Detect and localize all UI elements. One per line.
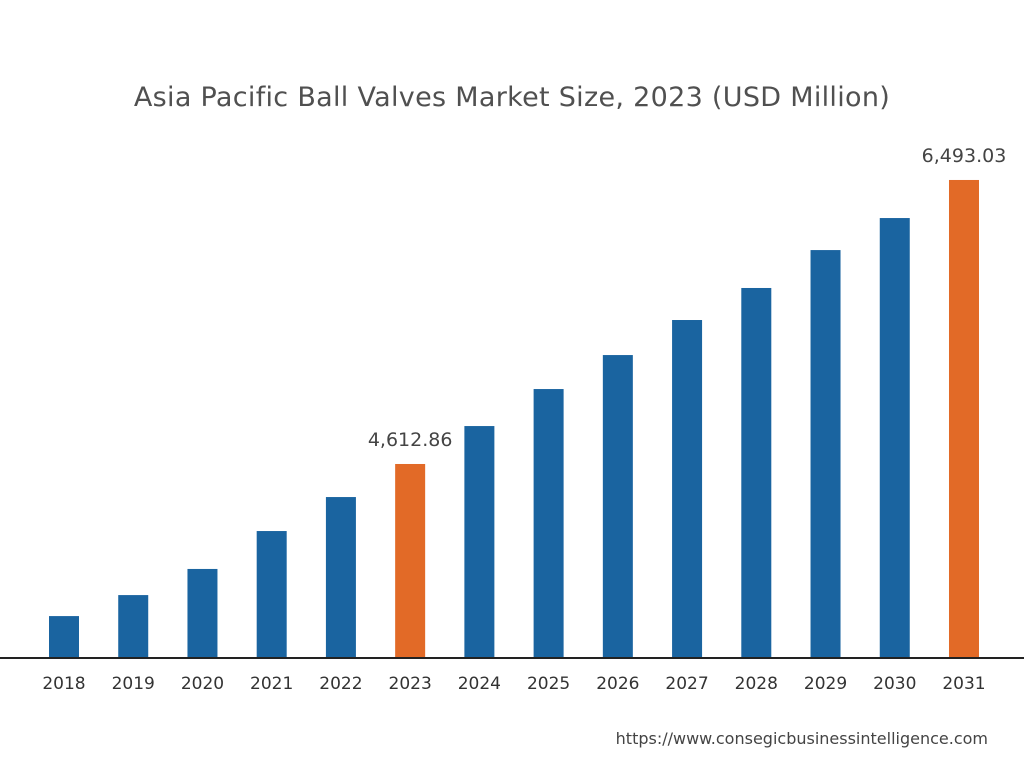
x-tick-label-2030: 2030 (873, 674, 916, 694)
x-tick-label-2031: 2031 (942, 674, 985, 694)
x-tick-label-2021: 2021 (250, 674, 293, 694)
x-tick-label-2019: 2019 (112, 674, 155, 694)
bar-2024 (464, 426, 495, 658)
bar-2030 (879, 218, 910, 658)
bar-2025 (533, 389, 564, 658)
bar-2027 (672, 320, 703, 658)
bar-2026 (602, 355, 633, 658)
x-tick-label-2025: 2025 (527, 674, 570, 694)
bar-2021 (256, 531, 287, 658)
source-url: https://www.consegicbusinessintelligence… (615, 729, 988, 748)
bar-2029 (810, 250, 841, 658)
data-label-2023: 4,612.86 (368, 429, 453, 451)
bar-2019 (118, 595, 149, 658)
bar-2023 (395, 463, 426, 658)
bar-2031 (948, 179, 979, 659)
x-tick-label-2018: 2018 (42, 674, 85, 694)
data-label-2031: 6,493.03 (922, 145, 1007, 167)
bar-2022 (325, 497, 356, 658)
x-tick-label-2026: 2026 (596, 674, 639, 694)
bar-2018 (49, 616, 79, 658)
x-tick-label-2023: 2023 (389, 674, 432, 694)
x-tick-label-2029: 2029 (804, 674, 847, 694)
x-tick-label-2022: 2022 (319, 674, 362, 694)
x-tick-label-2027: 2027 (665, 674, 708, 694)
bar-2028 (741, 287, 772, 658)
x-tick-label-2024: 2024 (458, 674, 501, 694)
bar-2020 (187, 568, 218, 658)
chart-title: Asia Pacific Ball Valves Market Size, 20… (133, 82, 891, 113)
x-tick-label-2020: 2020 (181, 674, 224, 694)
x-tick-label-2028: 2028 (735, 674, 778, 694)
